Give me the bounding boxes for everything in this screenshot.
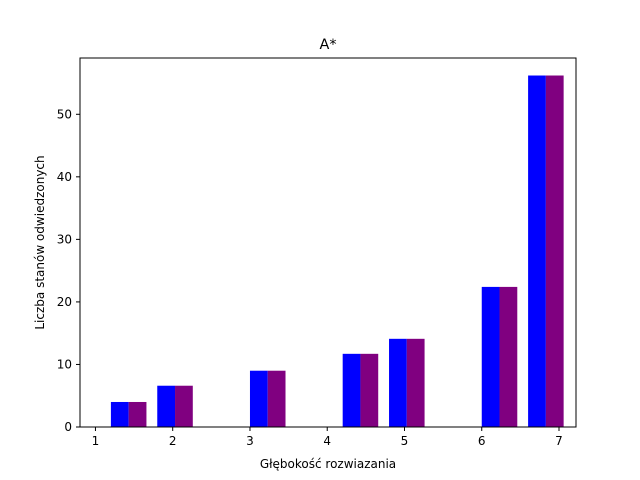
bar-series-2-2 xyxy=(175,385,193,427)
x-tick-label: 6 xyxy=(478,434,486,448)
bar-series-2-3 xyxy=(267,370,286,427)
bar-series-1-2 xyxy=(157,385,176,427)
bar-series-2-7 xyxy=(545,75,564,427)
y-tick-label: 30 xyxy=(57,232,72,246)
bar-series-2-1 xyxy=(128,401,147,427)
y-tick-label: 10 xyxy=(57,357,72,371)
chart-title: A* xyxy=(319,37,336,53)
x-tick-label: 2 xyxy=(169,434,177,448)
y-tick-label: 0 xyxy=(64,420,72,434)
y-tick-label: 50 xyxy=(57,107,72,121)
x-tick-label: 1 xyxy=(92,434,100,448)
axes-frame xyxy=(79,57,577,428)
x-axis-ticks: 1 2 3 4 5 6 7 xyxy=(92,427,563,448)
bar-series-1-7 xyxy=(528,75,546,427)
x-axis-label: Głębokość rozwiazania xyxy=(260,457,396,471)
x-tick-label: 4 xyxy=(323,434,331,448)
bars-layer xyxy=(110,75,564,427)
y-tick-label: 20 xyxy=(57,295,72,309)
bar-series-1-6 xyxy=(481,286,500,427)
bar-series-2-6 xyxy=(499,286,518,427)
bar-series-1-5 xyxy=(389,338,407,427)
x-tick-label: 5 xyxy=(401,434,409,448)
x-tick-label: 3 xyxy=(246,434,254,448)
bar-series-2-4 xyxy=(360,353,379,427)
bar-series-2-5 xyxy=(406,338,425,427)
bar-series-1-1 xyxy=(110,401,129,427)
y-axis-ticks: 0 10 20 30 40 50 xyxy=(57,107,80,434)
x-tick-label: 7 xyxy=(555,434,563,448)
bar-series-1-4 xyxy=(342,353,361,427)
y-tick-label: 40 xyxy=(57,170,72,184)
bar-series-1-3 xyxy=(249,370,268,427)
y-axis-label: Liczba stanów odwiedzonych xyxy=(33,155,47,329)
